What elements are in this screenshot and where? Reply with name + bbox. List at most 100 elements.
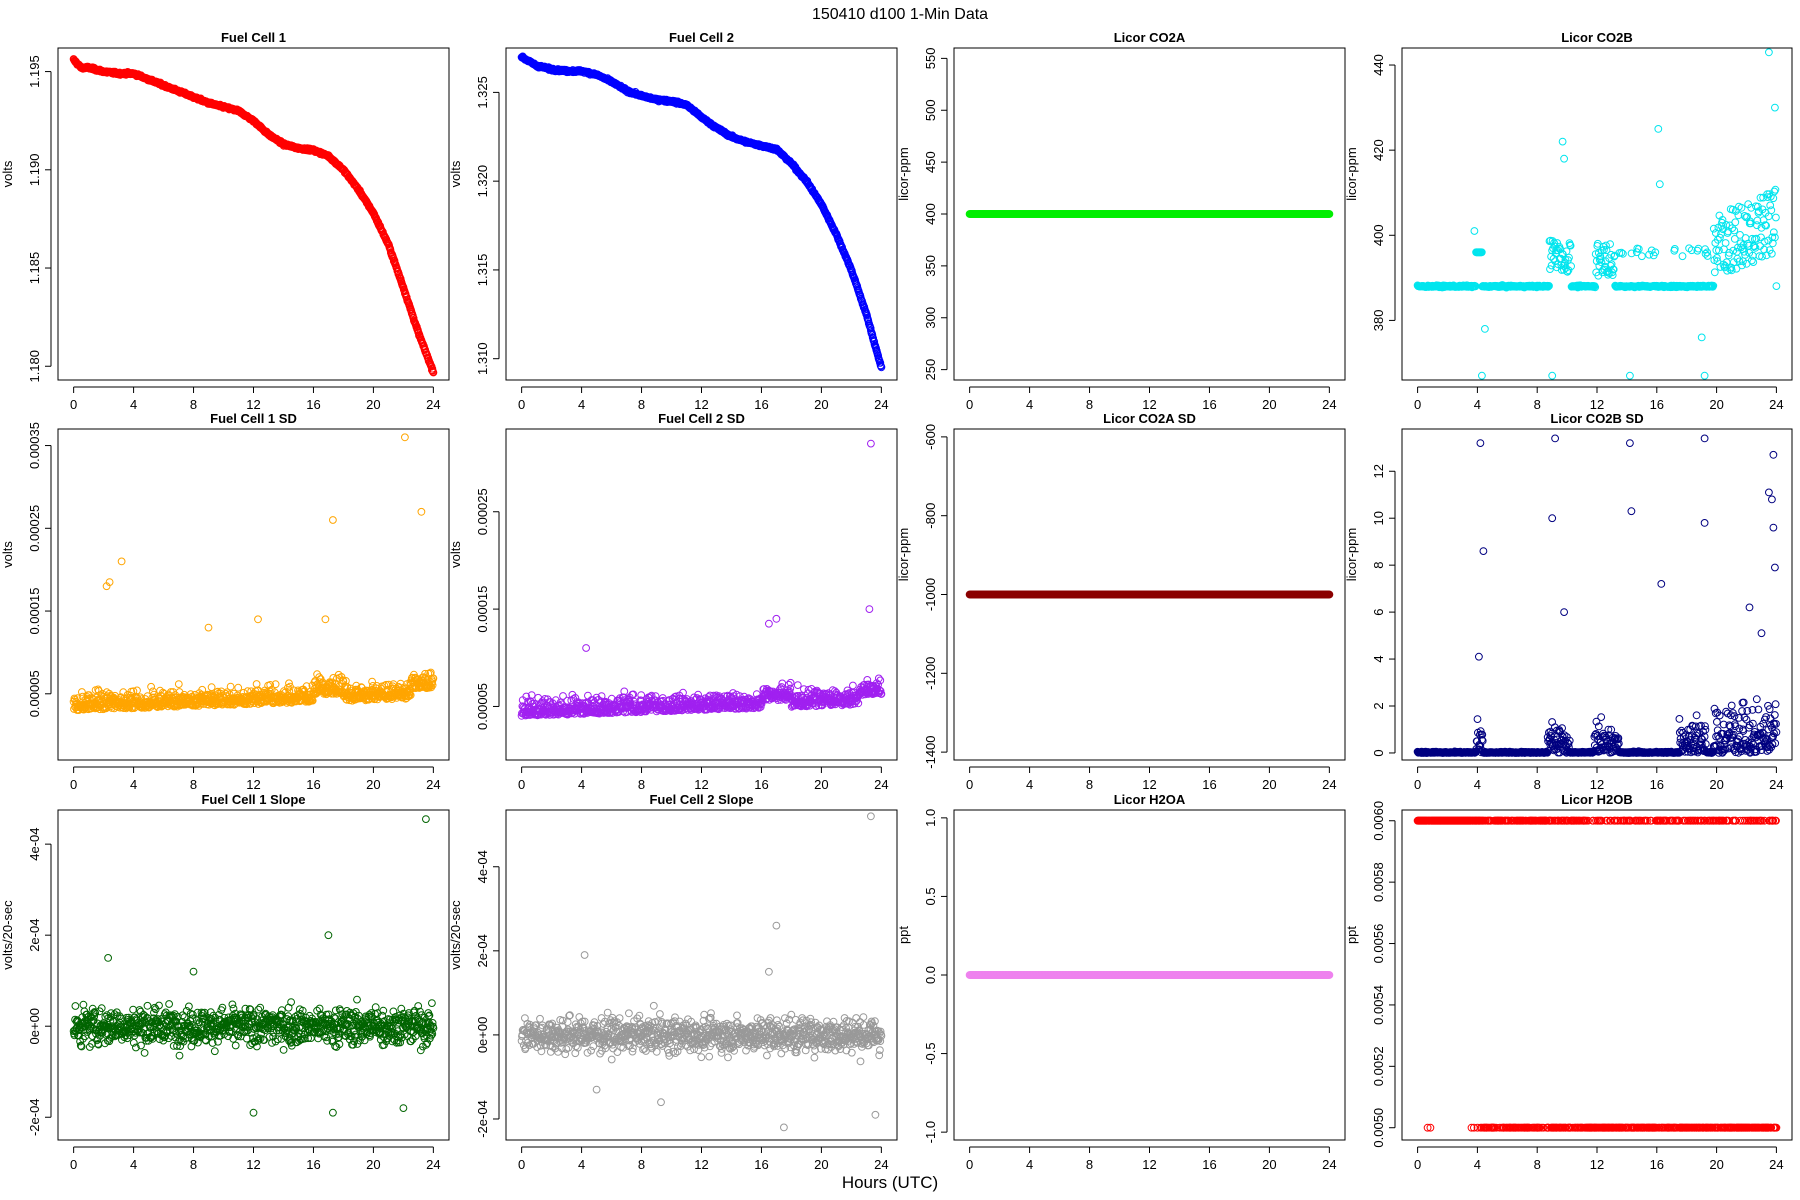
y-axis-label: volts: [0, 541, 15, 568]
data-point: [1731, 218, 1740, 227]
y-tick-label: 1.315: [475, 254, 490, 287]
data-point: [1700, 371, 1709, 380]
figure-title: 150410 d100 1-Min Data: [812, 6, 988, 23]
x-tick-label: 4: [1474, 397, 1481, 412]
y-tick-label: 0.00015: [27, 588, 42, 635]
x-tick-label: 20: [366, 777, 380, 792]
data-point: [1710, 268, 1719, 277]
data-series: [69, 55, 438, 377]
y-tick-label: 0.00035: [27, 422, 42, 469]
data-point: [234, 683, 243, 692]
x-tick-label: 12: [694, 397, 708, 412]
y-tick-label: 450: [923, 151, 938, 173]
plot-frame: [505, 47, 898, 381]
x-tick-label: 8: [190, 397, 197, 412]
data-point: [417, 507, 426, 516]
y-tick-label: 380: [1371, 310, 1386, 332]
y-tick-label: 1.185: [27, 252, 42, 285]
y-tick-label: 350: [923, 255, 938, 277]
data-point: [329, 516, 337, 524]
y-axis-label: licor-ppm: [1344, 147, 1359, 200]
x-tick-label: 0: [1414, 397, 1421, 412]
y-tick-label: 400: [923, 203, 938, 225]
x-tick-label: 24: [1769, 397, 1783, 412]
y-tick-label: 1.180: [27, 350, 42, 383]
x-tick-label: 8: [1086, 397, 1093, 412]
x-axis: 0 4 8 12 16 20 24: [70, 766, 441, 792]
data-point: [1709, 224, 1718, 233]
y-tick-label: 400: [1371, 224, 1386, 246]
data-series: [1413, 48, 1781, 380]
x-tick-label: 16: [306, 397, 320, 412]
panel-grid: Fuel Cell 10 4 8 12 16 20 241.1801.1851.1901.1…: [0, 30, 1793, 1172]
chart-panel: Fuel Cell 20 4 8 12 16 20 241.3101.3151.3201.3…: [448, 30, 898, 412]
x-tick-label: 8: [638, 397, 645, 412]
x-tick-label: 12: [1142, 397, 1156, 412]
x-tick-label: 8: [1534, 397, 1541, 412]
data-series: [517, 439, 886, 720]
x-tick-label: 4: [130, 777, 137, 792]
panel-title: Fuel Cell 1: [221, 30, 286, 45]
data-point: [401, 433, 409, 442]
data-point: [1697, 333, 1706, 342]
y-tick-label: 0.00025: [27, 505, 42, 552]
y-tick-label: 1.310: [475, 342, 490, 375]
panel-title: Fuel Cell 2: [669, 30, 734, 45]
data-point: [321, 615, 330, 624]
data-point: [1481, 325, 1489, 333]
x-tick-label: 12: [1590, 397, 1604, 412]
data-point: [1721, 239, 1730, 247]
x-tick-label: 0: [70, 397, 77, 412]
y-tick-label: 420: [1371, 139, 1386, 161]
x-tick-label: 24: [426, 777, 440, 792]
data-point: [1548, 371, 1557, 380]
x-tick-label: 16: [754, 397, 768, 412]
x-tick-label: 20: [366, 397, 380, 412]
y-tick-label: 1.320: [475, 165, 490, 198]
x-axis: 0 4 8 12 16 20 24: [1414, 386, 1784, 412]
x-axis: 0 4 8 12 16 20 24: [518, 386, 889, 412]
x-tick-label: 8: [190, 777, 197, 792]
x-tick-label: 12: [246, 397, 260, 412]
y-tick-label: 500: [923, 99, 938, 121]
y-tick-label: 1.195: [27, 55, 42, 88]
data-point: [1678, 252, 1687, 261]
x-tick-label: 20: [1262, 397, 1276, 412]
x-tick-label: 16: [306, 777, 320, 792]
y-axis-label: volts: [0, 160, 15, 187]
data-point: [429, 368, 438, 377]
x-tick-label: 20: [814, 397, 828, 412]
x-axis: 0 4 8 12 16 20 24: [966, 386, 1337, 412]
data-point: [117, 557, 126, 566]
data-point: [204, 623, 213, 632]
data-point: [1747, 256, 1756, 265]
chart-panel: Fuel Cell 10 4 8 12 16 20 241.1801.1851.1901.1…: [0, 30, 450, 412]
data-point: [1558, 137, 1567, 146]
data-point: [174, 680, 183, 688]
data-point: [1772, 282, 1781, 291]
x-tick-label: 4: [1026, 397, 1033, 412]
panel-title: Licor CO2B: [1561, 30, 1633, 45]
chart-panel: Fuel Cell 1 SD0 4 8 12 16 20 240.000050.000150…: [0, 411, 450, 792]
x-tick-label: 0: [966, 397, 973, 412]
data-point: [226, 682, 235, 691]
data-point: [1765, 48, 1773, 57]
data-point: [1560, 154, 1568, 163]
data-point: [1757, 233, 1765, 242]
data-point: [254, 615, 262, 624]
data-point: [147, 682, 156, 691]
panel-title: Licor CO2A: [1114, 30, 1186, 45]
x-tick-label: 16: [1650, 397, 1664, 412]
data-point: [1606, 240, 1614, 249]
y-axis: 380 400 420 440: [1371, 54, 1396, 332]
y-tick-label: 1.190: [27, 154, 42, 187]
y-tick-label: 440: [1371, 54, 1386, 76]
y-axis: 1.180 1.185 1.190 1.195: [27, 55, 52, 383]
data-point: [1749, 258, 1758, 267]
x-tick-label: 12: [246, 777, 260, 792]
